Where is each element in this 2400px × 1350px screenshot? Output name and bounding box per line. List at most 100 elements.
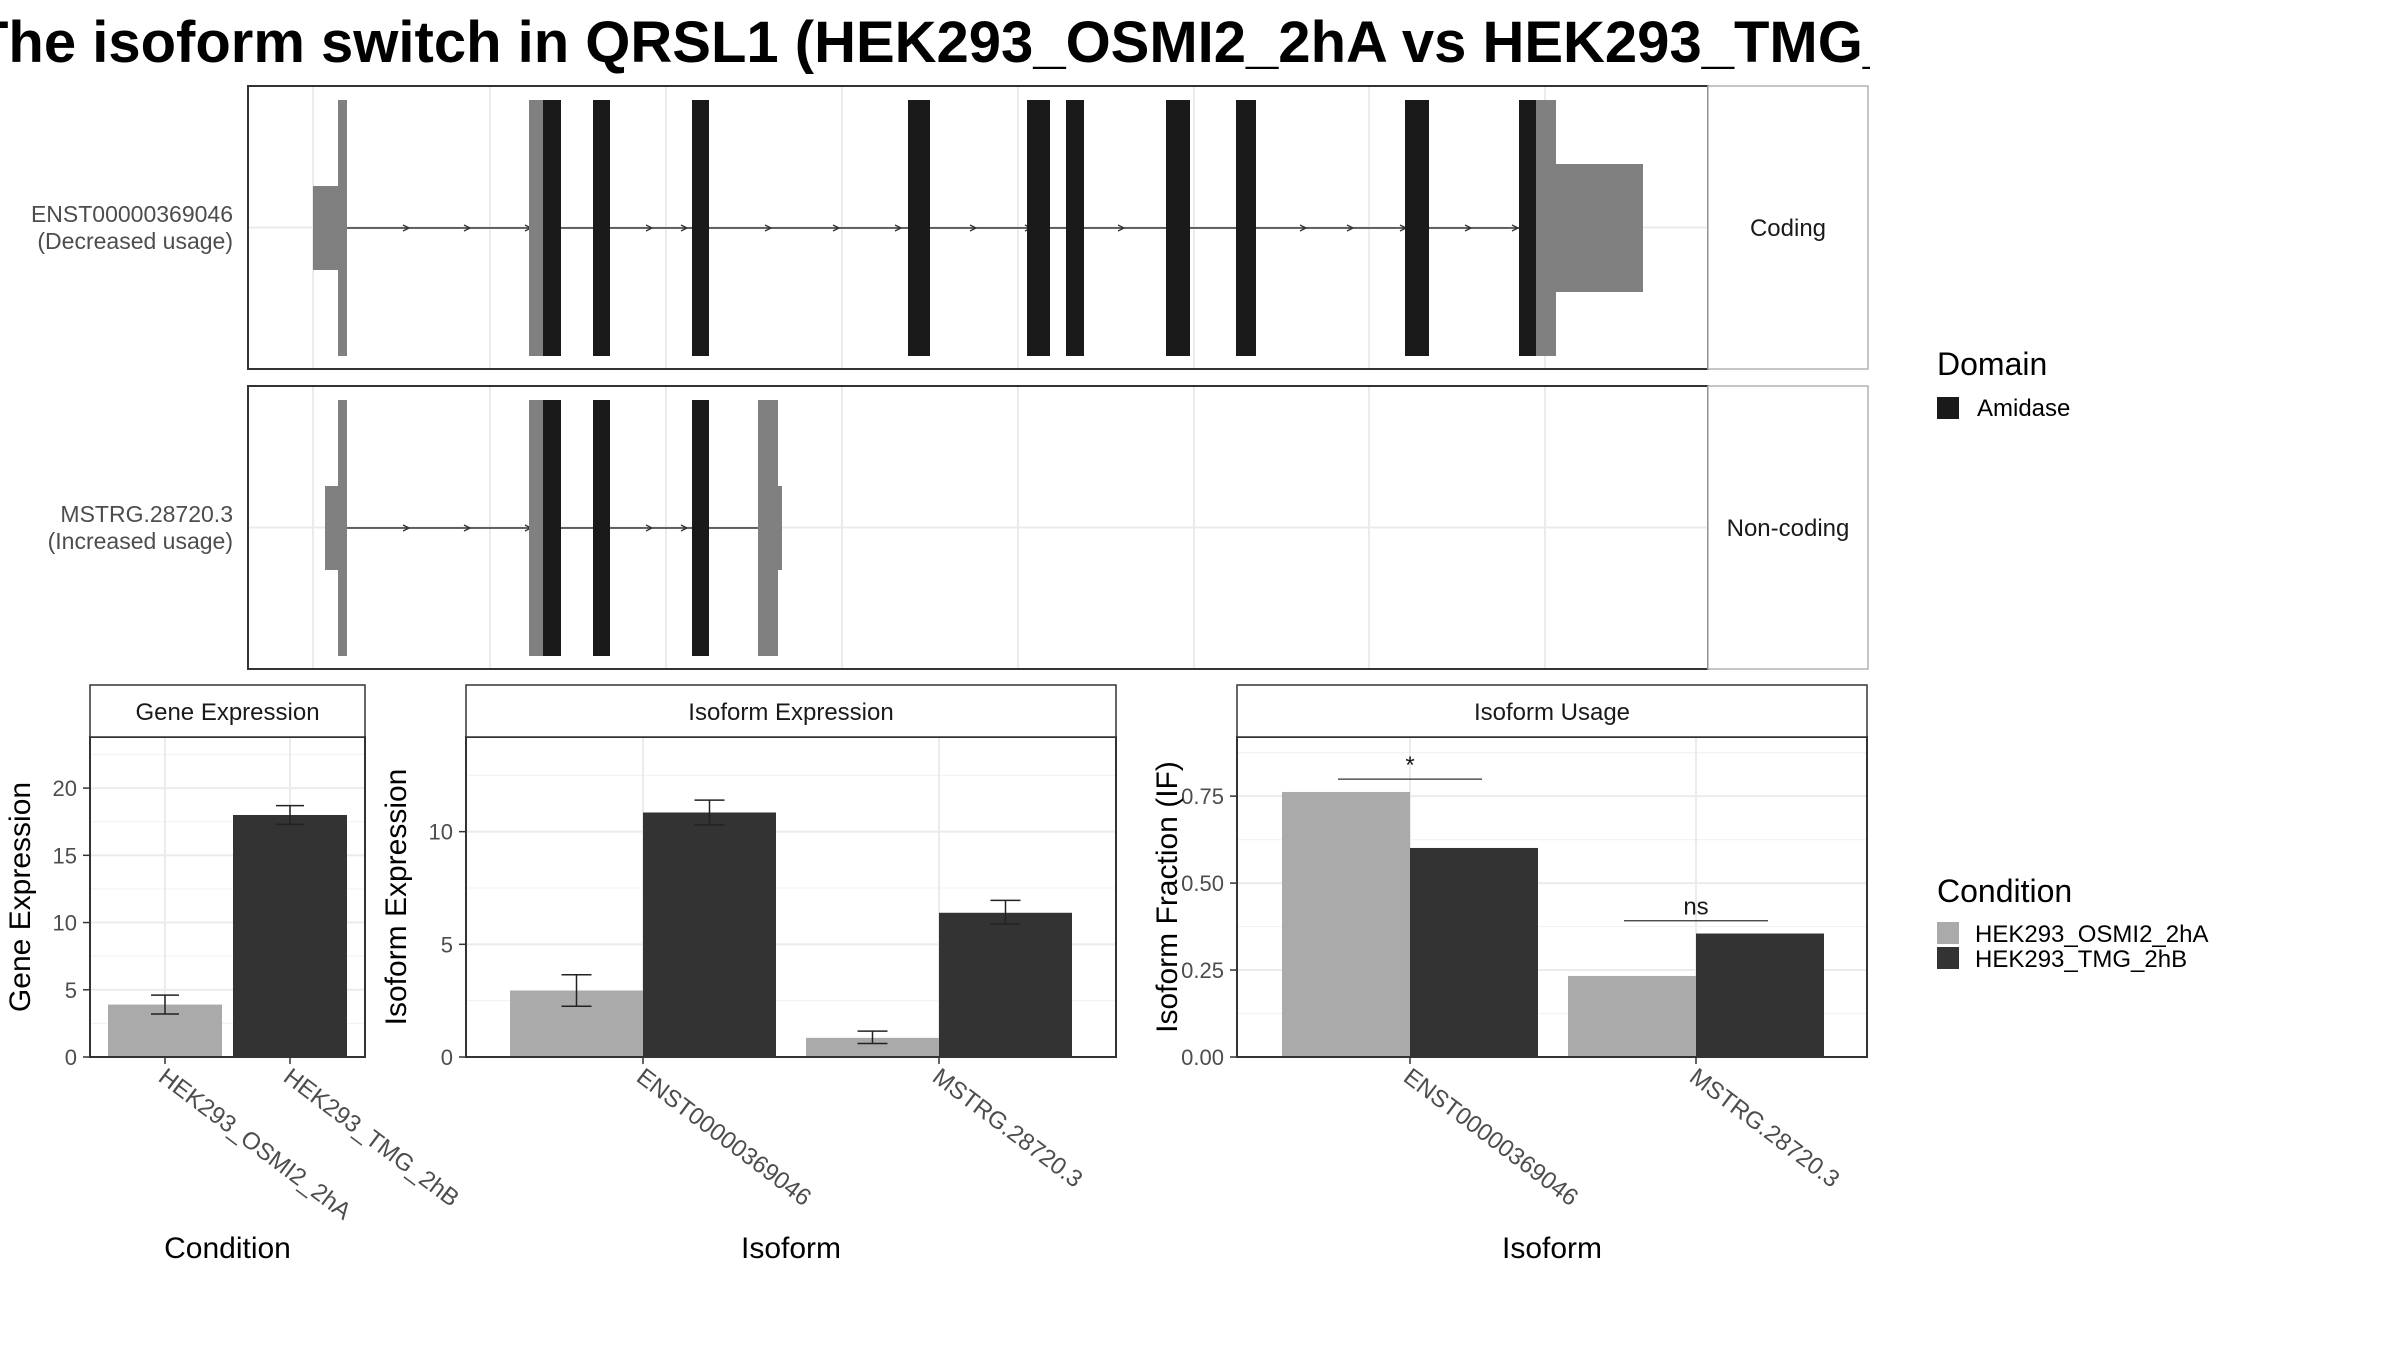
- direction-arrow: [894, 224, 903, 232]
- exon-block: [338, 400, 347, 656]
- exon-block: [529, 100, 543, 356]
- domain-exon: [1519, 100, 1536, 356]
- bar: [1410, 847, 1538, 1057]
- y-axis-title: Isoform Expression: [380, 769, 413, 1026]
- direction-arrow: [463, 224, 472, 232]
- panel-strip: [1236, 684, 1868, 738]
- y-tick-label: 10: [53, 911, 77, 936]
- isoform-usage-label: (Decreased usage): [37, 228, 233, 254]
- bar: [1568, 975, 1696, 1057]
- domain-exon: [1166, 100, 1190, 356]
- y-tick-label: 5: [65, 978, 77, 1003]
- domain-exon: [593, 100, 610, 356]
- domain-exon: [1236, 100, 1256, 356]
- direction-arrow: [1464, 224, 1473, 232]
- isoform-expression-panel: Isoform Expression 0 5 10 ENST00000369046 MST…: [380, 684, 1117, 1265]
- y-tick-label: 10: [429, 820, 453, 845]
- domain-exon: [1027, 100, 1050, 356]
- bar: [643, 812, 776, 1057]
- domain-legend: Domain Amidase: [1937, 346, 2070, 422]
- isoform-id-label: ENST00000369046: [31, 201, 233, 227]
- direction-arrow: [832, 224, 841, 232]
- isoform-structure-plot: Coding ENST00000369046 (Decreased usage)…: [31, 85, 1869, 670]
- main-title: The isoform switch in QRSL1 (HEK293_OSMI…: [0, 10, 1870, 75]
- domain-exon: [692, 400, 709, 656]
- domain-exon: [1066, 100, 1084, 356]
- bar: [1696, 933, 1824, 1057]
- condition-legend: Condition HEK293_OSMI2_2hA HEK293_TMG_2h…: [1937, 873, 2208, 973]
- utr-block: [1556, 164, 1643, 292]
- bar: [939, 912, 1072, 1057]
- y-tick-label: 0: [65, 1045, 77, 1070]
- y-tick-label: 0: [441, 1045, 453, 1070]
- y-axis-title: Gene Expression: [4, 782, 37, 1012]
- domain-legend-swatch: [1937, 397, 1959, 419]
- panel-strip: [89, 684, 366, 738]
- panel-strip-label: Isoform Usage: [1474, 699, 1630, 726]
- bar: [1282, 791, 1410, 1057]
- domain-exon: [543, 100, 561, 356]
- y-tick-label: 0.25: [1181, 958, 1224, 983]
- x-axis-title: Isoform: [741, 1232, 841, 1265]
- exon-block: [529, 400, 543, 656]
- isoform-track-coding: [313, 100, 1643, 356]
- x-tick-label: ENST00000369046: [631, 1063, 816, 1211]
- domain-legend-title: Domain: [1937, 346, 2047, 382]
- domain-exon: [543, 400, 561, 656]
- direction-arrow: [1511, 224, 1520, 232]
- isoform-id-label: MSTRG.28720.3: [60, 501, 233, 527]
- x-tick-label: MSTRG.28720.3: [927, 1063, 1087, 1193]
- strip-coding: [1707, 85, 1869, 370]
- direction-arrow: [1299, 224, 1308, 232]
- y-tick-label: 20: [53, 776, 77, 801]
- direction-arrow: [764, 224, 773, 232]
- domain-exon: [1405, 100, 1429, 356]
- isoform-usage-panel: * ns Isoform Usage 0.00 0.25 0.50 0.75 ENST0000…: [1151, 684, 1868, 1265]
- y-tick-label: 0.50: [1181, 871, 1224, 896]
- bar: [806, 1037, 939, 1057]
- isoform-track-noncoding: [325, 400, 782, 656]
- direction-arrow: [1117, 224, 1126, 232]
- direction-arrow: [1346, 224, 1355, 232]
- x-axis-title: Condition: [164, 1232, 291, 1265]
- bar: [233, 814, 347, 1057]
- direction-arrow: [463, 524, 472, 532]
- x-tick-label: MSTRG.28720.3: [1684, 1063, 1844, 1193]
- domain-exon: [908, 100, 930, 356]
- significance-label: *: [1405, 752, 1414, 779]
- significance-label: ns: [1683, 894, 1708, 921]
- condition-legend-label-b: HEK293_TMG_2hB: [1975, 946, 2187, 973]
- y-tick-label: 0.00: [1181, 1045, 1224, 1070]
- domain-exon: [593, 400, 610, 656]
- strip-noncoding: [1707, 385, 1869, 670]
- y-tick-label: 15: [53, 843, 77, 868]
- y-tick-label: 0.75: [1181, 784, 1224, 809]
- exon-block: [338, 100, 347, 356]
- x-axis-title: Isoform: [1502, 1232, 1602, 1265]
- panel-strip-label: Gene Expression: [135, 699, 319, 726]
- direction-arrow: [645, 224, 654, 232]
- direction-arrow: [680, 524, 689, 532]
- direction-arrow: [680, 224, 689, 232]
- domain-exon: [692, 100, 709, 356]
- domain-legend-label: Amidase: [1977, 395, 2070, 422]
- strip-coding-label: Coding: [1750, 215, 1826, 242]
- exon-block: [758, 400, 778, 656]
- x-tick-label: ENST00000369046: [1398, 1063, 1583, 1211]
- direction-arrow: [969, 224, 978, 232]
- panel-strip-label: Isoform Expression: [688, 699, 893, 726]
- direction-arrow: [402, 524, 411, 532]
- condition-legend-swatch-a: [1937, 922, 1959, 944]
- panel-strip: [465, 684, 1117, 738]
- exon-block: [1536, 100, 1556, 356]
- y-tick-label: 5: [441, 932, 453, 957]
- isoform-usage-label: (Increased usage): [48, 528, 233, 554]
- direction-arrow: [402, 224, 411, 232]
- strip-noncoding-label: Non-coding: [1727, 515, 1850, 542]
- condition-legend-swatch-b: [1937, 947, 1959, 969]
- direction-arrow: [645, 524, 654, 532]
- condition-legend-label-a: HEK293_OSMI2_2hA: [1975, 921, 2208, 948]
- y-axis-title: Isoform Fraction (IF): [1151, 761, 1184, 1033]
- condition-legend-title: Condition: [1937, 873, 2072, 909]
